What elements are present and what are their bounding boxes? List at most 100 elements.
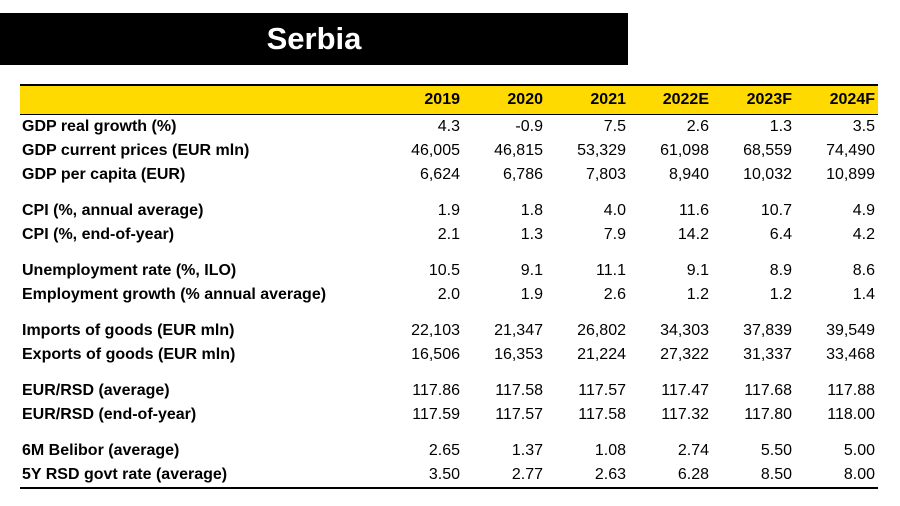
year-header: 2019 — [380, 84, 463, 115]
year-header: 2021 — [546, 84, 629, 115]
value-cell: 8.9 — [769, 262, 792, 279]
value-cell: 2.63 — [546, 463, 629, 489]
value-cell: 117.58 — [578, 406, 626, 423]
row-label: GDP current prices (EUR mln) — [22, 142, 250, 159]
group-spacer — [20, 427, 878, 439]
value-cell: 3.5 — [852, 118, 875, 135]
row-label: Imports of goods (EUR mln) — [22, 322, 235, 339]
table-row: Exports of goods (EUR mln) 16,506 16,353 21… — [20, 343, 878, 367]
spacer-cell — [20, 187, 878, 199]
value-cell: 14.2 — [677, 226, 709, 243]
table-row: 5Y RSD govt rate (average) 3.50 2.77 2.63 6.… — [20, 463, 878, 489]
value-cell: 117.80 — [744, 406, 792, 423]
value-cell: 10.5 — [428, 262, 460, 279]
row-label: CPI (%, end-of-year) — [22, 226, 175, 243]
value-cell: 7,803 — [585, 166, 626, 183]
table-row: Unemployment rate (%, ILO) 10.5 9.1 11.1 9.1… — [20, 259, 878, 283]
value-cell: 1.9 — [437, 202, 460, 219]
value-cell: 11.6 — [679, 202, 709, 219]
value-cell: 46,005 — [411, 142, 460, 159]
value-cell: 1.37 — [511, 442, 543, 459]
value-cell: 117.68 — [744, 382, 792, 399]
value-cell: 9.1 — [686, 262, 709, 279]
value-cell: 10,032 — [743, 166, 792, 183]
value-cell: 68,559 — [743, 142, 792, 159]
value-cell: 2.74 — [677, 442, 709, 459]
value-cell: 34,303 — [660, 322, 709, 339]
indicator-table: 2019 2020 2021 2022E 2023F 2024F GDP rea… — [20, 84, 878, 489]
value-cell: 1.3 — [520, 226, 543, 243]
value-cell: 61,098 — [660, 142, 709, 159]
value-cell: 2.0 — [437, 286, 460, 303]
value-cell: 6.4 — [769, 226, 792, 243]
row-label: Exports of goods (EUR mln) — [22, 346, 236, 363]
value-cell: 27,322 — [660, 346, 709, 363]
table-row: CPI (%, annual average) 1.9 1.8 4.0 11.6 10.7… — [20, 199, 878, 223]
row-label: CPI (%, annual average) — [22, 202, 204, 219]
value-cell: 2.77 — [463, 463, 546, 489]
value-cell: 6.28 — [629, 463, 712, 489]
value-cell: 16,506 — [411, 346, 460, 363]
value-cell: 1.4 — [852, 286, 875, 303]
value-cell: 53,329 — [577, 142, 626, 159]
value-cell: 5.00 — [843, 442, 875, 459]
value-cell: 31,337 — [743, 346, 792, 363]
spacer-cell — [20, 247, 878, 259]
value-cell: 8.00 — [795, 463, 878, 489]
value-cell: 1.8 — [520, 202, 543, 219]
row-label: 6M Belibor (average) — [22, 442, 180, 459]
value-cell: 1.3 — [769, 118, 792, 135]
row-label: EUR/RSD (end-of-year) — [22, 406, 197, 423]
table-row: 6M Belibor (average) 2.65 1.37 1.08 2.74 5.50… — [20, 439, 878, 463]
value-cell: 10,899 — [826, 166, 875, 183]
value-cell: 2.1 — [437, 226, 460, 243]
value-cell: 22,103 — [411, 322, 460, 339]
value-cell: 6,786 — [502, 166, 543, 183]
value-cell: 46,815 — [494, 142, 543, 159]
value-cell: 117.57 — [578, 382, 626, 399]
year-header: 2020 — [463, 84, 546, 115]
group-spacer — [20, 307, 878, 319]
row-label: 5Y RSD govt rate (average) — [20, 463, 380, 489]
spacer-cell — [20, 427, 878, 439]
value-cell: 2.6 — [603, 286, 626, 303]
value-cell: -0.9 — [515, 118, 543, 135]
value-cell: 74,490 — [826, 142, 875, 159]
group-spacer — [20, 187, 878, 199]
value-cell: 117.32 — [661, 406, 709, 423]
value-cell: 6,624 — [419, 166, 460, 183]
title-bar: Serbia — [0, 13, 628, 65]
value-cell: 11.1 — [596, 262, 626, 279]
value-cell: 117.88 — [827, 382, 875, 399]
value-cell: 10.7 — [760, 202, 792, 219]
value-cell: 4.2 — [852, 226, 875, 243]
value-cell: 117.86 — [412, 382, 460, 399]
table-row: CPI (%, end-of-year) 2.1 1.3 7.9 14.2 6.4 4.2 — [20, 223, 878, 247]
year-header: 2022E — [629, 84, 712, 115]
table-row: EUR/RSD (end-of-year) 117.59 117.57 117.58 1… — [20, 403, 878, 427]
value-cell: 4.0 — [603, 202, 626, 219]
group-spacer — [20, 367, 878, 379]
value-cell: 1.2 — [686, 286, 709, 303]
value-cell: 9.1 — [520, 262, 543, 279]
value-cell: 1.08 — [594, 442, 626, 459]
value-cell: 117.59 — [412, 406, 460, 423]
value-cell: 2.65 — [428, 442, 460, 459]
table-body: GDP real growth (%) 4.3 -0.9 7.5 2.6 1.3 3.5 GD… — [20, 115, 878, 489]
table-header: 2019 2020 2021 2022E 2023F 2024F — [20, 84, 878, 115]
indicator-table-container: 2019 2020 2021 2022E 2023F 2024F GDP rea… — [20, 84, 878, 489]
year-header: 2024F — [795, 84, 878, 115]
table-row: GDP current prices (EUR mln) 46,005 46,815… — [20, 139, 878, 163]
value-cell: 7.5 — [603, 118, 626, 135]
row-label: EUR/RSD (average) — [22, 382, 170, 399]
value-cell: 117.58 — [495, 382, 543, 399]
header-label-cell — [20, 84, 380, 115]
value-cell: 8,940 — [668, 166, 709, 183]
table-row: Imports of goods (EUR mln) 22,103 21,347 26… — [20, 319, 878, 343]
value-cell: 118.00 — [827, 406, 875, 423]
header-row: 2019 2020 2021 2022E 2023F 2024F — [20, 84, 878, 115]
row-label: Unemployment rate (%, ILO) — [22, 262, 237, 279]
table-row: GDP real growth (%) 4.3 -0.9 7.5 2.6 1.3 3.5 — [20, 115, 878, 140]
spacer-cell — [20, 307, 878, 319]
table-row: GDP per capita (EUR) 6,624 6,786 7,803 8,940… — [20, 163, 878, 187]
